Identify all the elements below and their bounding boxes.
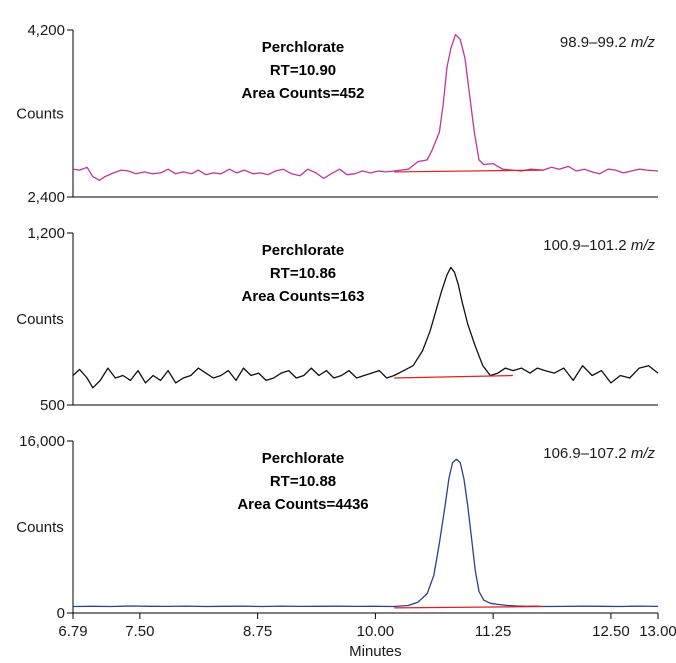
peak-annotation-line: RT=10.86 — [270, 265, 336, 282]
mz-range-value: 100.9–101.2 — [543, 237, 631, 254]
y-tick-label: 1,200 — [27, 225, 65, 242]
mz-range-label: 98.9–99.2 m/z — [560, 34, 656, 51]
mz-unit: m/z — [631, 237, 656, 254]
x-axis: 6.79 7.50 8.75 10.00 11.25 12.50 13.00 Minutes — [58, 613, 676, 660]
y-axis-label: Counts — [16, 106, 64, 123]
peak-annotation-line: Perchlorate — [262, 39, 345, 56]
panel-3: 0 16,000 Counts Perchlorate RT=10.88 Area Cou… — [16, 433, 659, 622]
peak-annotation-line: Perchlorate — [262, 450, 345, 467]
peak-annotation-line: Perchlorate — [262, 242, 345, 259]
panel-1: 2,400 4,200 Counts Perchlorate RT=10.90 Area … — [16, 22, 659, 206]
y-axis-label: Counts — [16, 311, 64, 328]
x-tick-label: 6.79 — [58, 623, 87, 640]
mz-range-label: 106.9–107.2 m/z — [543, 445, 655, 462]
series-line — [72, 266, 659, 389]
x-tick-label: 7.50 — [125, 623, 154, 640]
integration-baseline — [394, 374, 513, 379]
x-tick-label: 8.75 — [243, 623, 272, 640]
y-tick-label: 0 — [57, 605, 65, 622]
integration-baseline — [394, 605, 544, 609]
y-tick-label: 4,200 — [27, 22, 65, 39]
y-tick-label: 16,000 — [19, 433, 65, 450]
x-tick-label: 11.25 — [475, 623, 511, 640]
peak-annotation-line: RT=10.88 — [270, 473, 336, 490]
mz-unit: m/z — [631, 34, 656, 51]
x-tick-label: 10.00 — [357, 623, 395, 640]
series-line — [72, 458, 659, 608]
integration-baseline — [394, 169, 544, 173]
y-axis-label: Counts — [16, 519, 64, 536]
panel-2: 500 1,200 Counts Perchlorate RT=10.86 Area Co… — [16, 225, 659, 414]
mz-range-label: 100.9–101.2 m/z — [543, 237, 655, 254]
mz-range-value: 98.9–99.2 — [560, 34, 631, 51]
mz-unit: m/z — [631, 445, 656, 462]
series-line — [72, 33, 659, 181]
y-tick-label: 500 — [40, 397, 65, 414]
x-tick-label: 13.00 — [639, 623, 676, 640]
x-axis-label: Minutes — [349, 643, 402, 660]
peak-annotation-line: RT=10.90 — [270, 62, 336, 79]
peak-annotation-line: Area Counts=163 — [242, 288, 365, 305]
peak-annotation-line: Area Counts=452 — [242, 85, 365, 102]
y-tick-label: 2,400 — [27, 189, 65, 206]
mz-range-value: 106.9–107.2 — [543, 445, 631, 462]
peak-annotation-line: Area Counts=4436 — [237, 496, 368, 513]
x-tick-label: 12.50 — [592, 623, 630, 640]
